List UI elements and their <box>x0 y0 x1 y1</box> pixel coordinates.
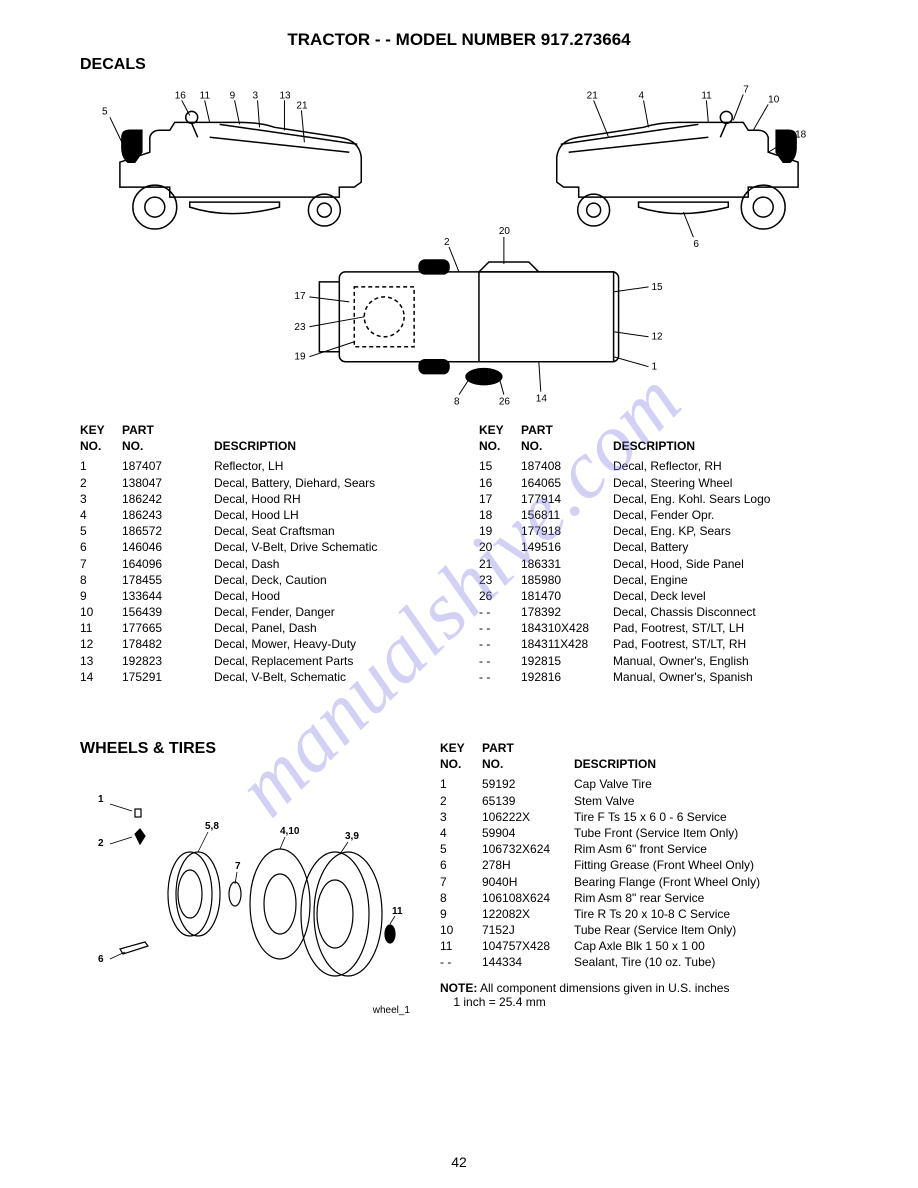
table-row: 15187408Decal, Reflector, RH <box>479 458 838 474</box>
svg-text:1: 1 <box>651 362 657 373</box>
svg-text:21: 21 <box>587 90 599 101</box>
dimensions-note: NOTE: All component dimensions given in … <box>440 981 838 1009</box>
table-row: 6146046Decal, V-Belt, Drive Schematic <box>80 539 439 555</box>
table-row: - -184310X428Pad, Footrest, ST/LT, LH <box>479 620 838 636</box>
svg-text:7: 7 <box>743 84 749 95</box>
wheels-heading: WHEELS & TIRES <box>80 740 410 758</box>
svg-text:2: 2 <box>98 838 104 849</box>
table-row: 11177665Decal, Panel, Dash <box>80 620 439 636</box>
svg-text:4: 4 <box>639 90 645 101</box>
svg-text:11: 11 <box>392 906 403 917</box>
svg-text:13: 13 <box>279 90 291 101</box>
table-row: 1187407Reflector, LH <box>80 458 439 474</box>
svg-text:19: 19 <box>294 352 306 363</box>
table-row: 5106732X624Rim Asm 6" front Service <box>440 841 838 857</box>
svg-text:3: 3 <box>253 90 259 101</box>
table-row: 13192823Decal, Replacement Parts <box>80 653 439 669</box>
table-row: 9133644Decal, Hood <box>80 588 439 604</box>
table-row: 26181470Decal, Deck level <box>479 588 838 604</box>
table-row: 9122082XTire R Ts 20 x 10-8 C Service <box>440 906 838 922</box>
decals-table-right: KEYNO. PARTNO. DESCRIPTION 15187408Decal… <box>479 422 838 685</box>
table-row: 17177914Decal, Eng. Kohl. Sears Logo <box>479 491 838 507</box>
svg-text:18: 18 <box>795 129 807 140</box>
svg-text:6: 6 <box>98 954 104 965</box>
table-row: 11104757X428Cap Axle Blk 1 50 x 1 00 <box>440 938 838 954</box>
table-row: 3186242Decal, Hood RH <box>80 491 439 507</box>
table-row: - -192816Manual, Owner's, Spanish <box>479 669 838 685</box>
svg-text:1: 1 <box>98 794 104 805</box>
svg-text:7: 7 <box>235 861 241 872</box>
table-row: 7164096Decal, Dash <box>80 556 439 572</box>
table-row: 12178482Decal, Mower, Heavy-Duty <box>80 636 439 652</box>
svg-text:12: 12 <box>651 332 663 343</box>
svg-text:11: 11 <box>701 90 712 101</box>
table-row: 4186243Decal, Hood LH <box>80 507 439 523</box>
table-row: 107152JTube Rear (Service Item Only) <box>440 922 838 938</box>
svg-text:15: 15 <box>651 282 663 293</box>
table-row: - -184311X428Pad, Footrest, ST/LT, RH <box>479 636 838 652</box>
table-row: - -192815Manual, Owner's, English <box>479 653 838 669</box>
table-row: 6278HFitting Grease (Front Wheel Only) <box>440 857 838 873</box>
page-number: 42 <box>0 1154 918 1170</box>
svg-text:3,9: 3,9 <box>345 831 359 842</box>
svg-text:10: 10 <box>768 94 780 105</box>
decals-diagram: 5 16 11 9 3 13 21 21 4 11 7 10 <box>80 82 838 412</box>
table-row: 8106108X624Rim Asm 8" rear Service <box>440 890 838 906</box>
table-row: 2138047Decal, Battery, Diehard, Sears <box>80 475 439 491</box>
decals-heading: DECALS <box>80 56 838 74</box>
table-row: 265139Stem Valve <box>440 793 838 809</box>
svg-text:11: 11 <box>200 90 211 101</box>
svg-text:5,8: 5,8 <box>205 821 219 832</box>
page-title: TRACTOR - - MODEL NUMBER 917.273664 <box>80 30 838 50</box>
svg-text:8: 8 <box>454 397 460 408</box>
table-row: 21186331Decal, Hood, Side Panel <box>479 556 838 572</box>
table-row: - -144334Sealant, Tire (10 oz. Tube) <box>440 954 838 970</box>
wheels-diagram: 1 2 5,8 6 7 4,10 3,9 11 <box>80 774 410 1004</box>
svg-text:9: 9 <box>230 90 236 101</box>
table-row: 14175291Decal, V-Belt, Schematic <box>80 669 439 685</box>
svg-text:14: 14 <box>536 394 548 405</box>
table-row: 3106222XTire F Ts 15 x 6 0 - 6 Service <box>440 809 838 825</box>
table-row: 79040HBearing Flange (Front Wheel Only) <box>440 874 838 890</box>
svg-text:5: 5 <box>102 106 108 117</box>
table-row: - -178392Decal, Chassis Disconnect <box>479 604 838 620</box>
wheel-diagram-label: wheel_1 <box>80 1005 410 1016</box>
wheels-table: KEYNO. PARTNO. DESCRIPTION 159192Cap Val… <box>440 740 838 971</box>
table-row: 16164065Decal, Steering Wheel <box>479 475 838 491</box>
table-row: 8178455Decal, Deck, Caution <box>80 572 439 588</box>
svg-text:23: 23 <box>294 322 306 333</box>
table-row: 159192Cap Valve Tire <box>440 776 838 792</box>
table-row: 23185980Decal, Engine <box>479 572 838 588</box>
svg-text:17: 17 <box>294 291 306 302</box>
table-row: 19177918Decal, Eng. KP, Sears <box>479 523 838 539</box>
svg-text:4,10: 4,10 <box>280 826 300 837</box>
svg-text:20: 20 <box>499 226 511 237</box>
decals-table-left: KEYNO. PARTNO. DESCRIPTION 1187407Reflec… <box>80 422 439 685</box>
table-row: 18156811Decal, Fender Opr. <box>479 507 838 523</box>
svg-text:2: 2 <box>444 237 450 248</box>
table-row: 20149516Decal, Battery <box>479 539 838 555</box>
svg-text:16: 16 <box>175 90 187 101</box>
svg-text:6: 6 <box>693 239 699 250</box>
table-row: 5186572Decal, Seat Craftsman <box>80 523 439 539</box>
svg-text:26: 26 <box>499 397 511 408</box>
svg-text:21: 21 <box>296 100 308 111</box>
table-row: 459904Tube Front (Service Item Only) <box>440 825 838 841</box>
table-row: 10156439Decal, Fender, Danger <box>80 604 439 620</box>
